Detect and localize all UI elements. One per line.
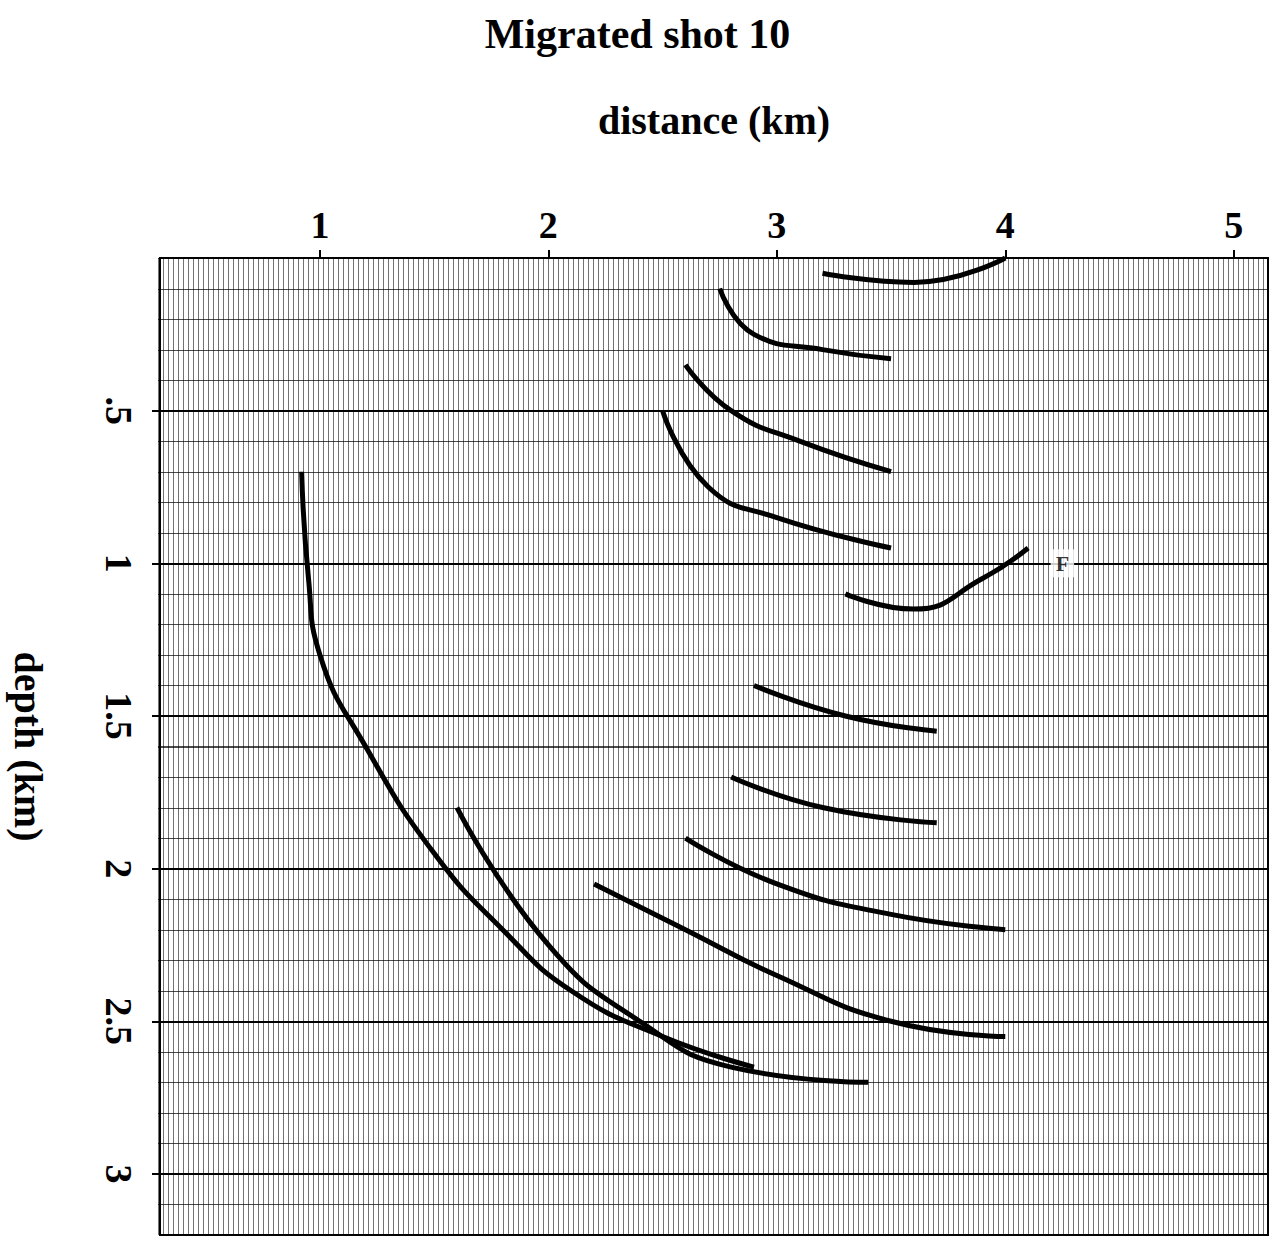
svg-text:F: F <box>1056 551 1069 576</box>
svg-text:3: 3 <box>767 204 786 246</box>
svg-text:5: 5 <box>1224 204 1243 246</box>
svg-text:2: 2 <box>98 859 140 878</box>
svg-text:2.5: 2.5 <box>98 998 140 1045</box>
svg-text:distance (km): distance (km) <box>598 98 830 143</box>
svg-text:4: 4 <box>996 204 1015 246</box>
svg-text:2: 2 <box>539 204 558 246</box>
svg-text:1.5: 1.5 <box>98 692 140 740</box>
svg-text:1: 1 <box>98 554 140 573</box>
svg-text:.5: .5 <box>98 396 140 425</box>
svg-text:depth (km): depth (km) <box>6 651 51 841</box>
svg-text:3: 3 <box>98 1164 140 1183</box>
svg-text:1: 1 <box>310 204 329 246</box>
svg-text:Migrated shot 10: Migrated shot 10 <box>485 11 791 57</box>
